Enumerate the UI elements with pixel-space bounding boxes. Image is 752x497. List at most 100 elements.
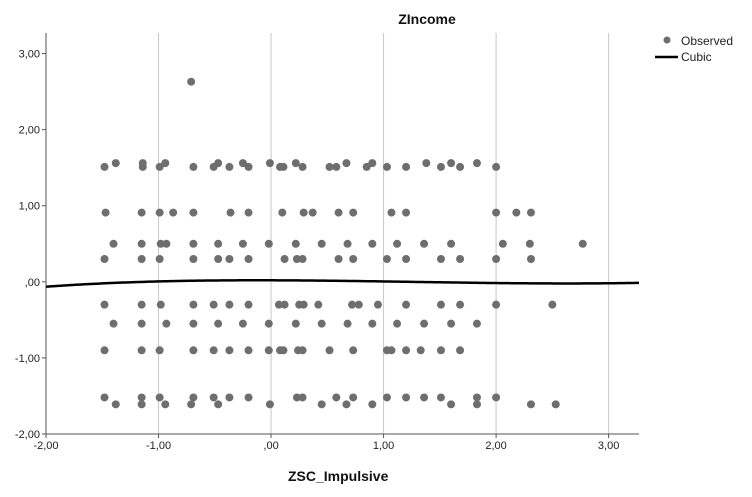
observed-point bbox=[298, 393, 307, 402]
observed-point bbox=[291, 239, 300, 248]
observed-point bbox=[274, 300, 283, 309]
observed-point bbox=[238, 159, 247, 168]
cubic-fit-curve bbox=[45, 279, 640, 288]
observed-point bbox=[298, 254, 307, 263]
y-tick-label: ,00 bbox=[25, 277, 40, 289]
observed-point bbox=[382, 393, 391, 402]
observed-point bbox=[292, 393, 301, 402]
observed-point bbox=[264, 319, 273, 328]
observed-point bbox=[111, 159, 120, 168]
observed-point bbox=[492, 162, 501, 171]
observed-point bbox=[100, 300, 109, 309]
observed-point bbox=[362, 162, 371, 171]
observed-point bbox=[402, 346, 411, 355]
legend: Observed Cubic bbox=[655, 34, 733, 64]
observed-point bbox=[325, 346, 334, 355]
observed-point bbox=[155, 393, 164, 402]
observed-point bbox=[354, 300, 363, 309]
observed-point bbox=[492, 254, 501, 263]
observed-point bbox=[156, 239, 165, 248]
observed-point bbox=[279, 346, 288, 355]
observed-point bbox=[111, 400, 120, 409]
x-tick-label: -2,00 bbox=[33, 440, 58, 452]
observed-point bbox=[447, 319, 456, 328]
observed-point bbox=[342, 159, 351, 168]
x-axis-title: ZSC_Impulsive bbox=[288, 468, 389, 484]
observed-point bbox=[492, 393, 501, 402]
observed-point bbox=[265, 159, 274, 168]
observed-point bbox=[225, 346, 234, 355]
observed-point bbox=[317, 239, 326, 248]
x-tick-label: 3,00 bbox=[598, 440, 619, 452]
observed-point bbox=[308, 208, 317, 217]
observed-point bbox=[137, 239, 146, 248]
observed-point bbox=[137, 208, 146, 217]
chart-title: ZIncome bbox=[398, 11, 456, 27]
observed-point bbox=[456, 254, 465, 263]
x-tick-label: -1,00 bbox=[146, 440, 171, 452]
observed-point bbox=[238, 239, 247, 248]
observed-point bbox=[332, 393, 341, 402]
legend-observed-label: Observed bbox=[681, 34, 733, 48]
observed-point bbox=[161, 159, 170, 168]
observed-point bbox=[368, 159, 377, 168]
observed-point bbox=[214, 239, 223, 248]
observed-point bbox=[209, 393, 218, 402]
x-tick-label: 2,00 bbox=[485, 440, 506, 452]
observed-point bbox=[209, 346, 218, 355]
observed-point bbox=[155, 254, 164, 263]
observed-point bbox=[109, 239, 118, 248]
x-tick-label: ,00 bbox=[263, 440, 278, 452]
observed-point bbox=[447, 159, 456, 168]
observed-point bbox=[137, 346, 146, 355]
observed-point bbox=[187, 77, 196, 86]
observed-point bbox=[472, 159, 481, 168]
observed-point bbox=[100, 162, 109, 171]
observed-point bbox=[436, 162, 445, 171]
observed-point bbox=[402, 208, 411, 217]
observed-point bbox=[244, 162, 253, 171]
observed-point bbox=[100, 393, 109, 402]
observed-point bbox=[298, 162, 307, 171]
observed-point bbox=[214, 400, 223, 409]
observed-point bbox=[525, 239, 534, 248]
observed-point bbox=[214, 319, 223, 328]
observed-point bbox=[137, 300, 146, 309]
observed-point bbox=[342, 400, 351, 409]
observed-point bbox=[551, 400, 560, 409]
observed-point bbox=[416, 346, 425, 355]
observed-point bbox=[155, 208, 164, 217]
observed-point bbox=[402, 300, 411, 309]
observed-point bbox=[373, 300, 382, 309]
observed-point bbox=[209, 300, 218, 309]
observed-point bbox=[402, 254, 411, 263]
observed-point bbox=[317, 319, 326, 328]
observed-point bbox=[498, 239, 507, 248]
observed-point bbox=[189, 393, 198, 402]
observed-point bbox=[225, 393, 234, 402]
observed-point bbox=[299, 300, 308, 309]
observed-point bbox=[189, 346, 198, 355]
observed-point bbox=[101, 208, 110, 217]
observed-point bbox=[109, 319, 118, 328]
observed-point bbox=[299, 208, 308, 217]
y-tick-label: -2,00 bbox=[15, 429, 40, 441]
observed-point bbox=[387, 346, 396, 355]
observed-point bbox=[100, 254, 109, 263]
observed-point bbox=[169, 208, 178, 217]
observed-point bbox=[314, 300, 323, 309]
legend-cubic-label: Cubic bbox=[681, 50, 712, 64]
observed-point bbox=[456, 162, 465, 171]
observed-point bbox=[244, 300, 253, 309]
observed-point bbox=[456, 346, 465, 355]
observed-point bbox=[238, 319, 247, 328]
observed-point bbox=[382, 254, 391, 263]
observed-point bbox=[264, 239, 273, 248]
tick-labels: -2,00 -1,00 ,00 1,00 2,00 3,00 -2,00 -1,00 ,00 1,… bbox=[15, 49, 619, 452]
observed-point bbox=[278, 208, 287, 217]
observed-point bbox=[225, 162, 234, 171]
observed-point bbox=[393, 319, 402, 328]
observed-point bbox=[422, 159, 431, 168]
observed-point bbox=[332, 162, 341, 171]
